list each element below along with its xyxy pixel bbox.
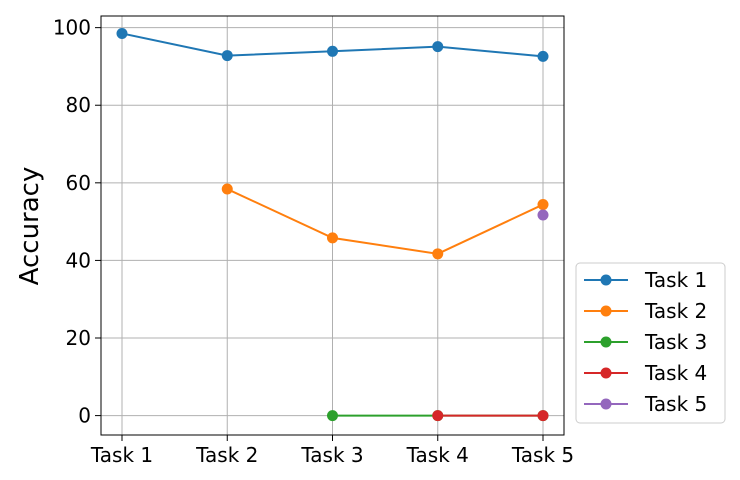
x-tick-label: Task 4 xyxy=(406,443,469,467)
legend-marker xyxy=(600,398,612,410)
data-point-task-2 xyxy=(537,199,549,211)
y-tick-label: 60 xyxy=(66,171,91,195)
data-point-task-2 xyxy=(432,248,444,260)
data-point-task-1 xyxy=(432,41,444,53)
legend-entry: Task 2 xyxy=(584,299,707,323)
data-point-task-3 xyxy=(327,410,338,422)
y-tick-label: 40 xyxy=(66,248,91,272)
legend: Task 1 Task 2 Task 3 Task 4 Task 5 xyxy=(575,262,726,424)
legend-label: Task 5 xyxy=(644,392,707,416)
legend-marker xyxy=(600,305,612,317)
x-axis-ticks: Task 1 Task 2 Task 3 Task 4 Task 5 xyxy=(90,435,574,467)
grid-lines xyxy=(101,16,564,435)
x-tick-label: Task 3 xyxy=(300,443,363,467)
legend-label: Task 4 xyxy=(644,361,707,385)
legend-entry: Task 3 xyxy=(584,330,707,354)
legend-label: Task 3 xyxy=(644,330,707,354)
data-point-task-4 xyxy=(537,410,549,422)
series-markers xyxy=(116,27,549,422)
y-tick-label: 100 xyxy=(53,16,91,40)
y-axis-ticks: 0 20 40 60 80 100 xyxy=(53,16,101,428)
legend-marker xyxy=(600,336,612,348)
legend-entry: Task 5 xyxy=(584,392,707,416)
data-point-task-4 xyxy=(432,410,444,422)
x-tick-label: Task 5 xyxy=(511,443,574,467)
series-line-task-2 xyxy=(226,188,544,255)
legend-label: Task 2 xyxy=(644,299,707,323)
y-tick-label: 20 xyxy=(66,326,91,350)
legend-entry: Task 1 xyxy=(584,268,707,292)
data-point-task-2 xyxy=(327,232,338,244)
legend-label: Task 1 xyxy=(644,268,707,292)
legend-entry: Task 4 xyxy=(584,361,707,385)
data-point-task-1 xyxy=(537,50,549,62)
x-tick-label: Task 2 xyxy=(195,443,258,467)
data-point-task-1 xyxy=(327,45,338,57)
legend-marker xyxy=(600,367,612,379)
y-tick-label: 0 xyxy=(78,404,91,428)
legend-marker xyxy=(600,274,612,286)
y-tick-label: 80 xyxy=(66,93,91,117)
data-point-task-5 xyxy=(537,209,549,221)
data-point-task-1 xyxy=(116,27,128,39)
data-point-task-2 xyxy=(221,183,233,195)
legend-box xyxy=(575,262,726,424)
y-axis-label: Accuracy xyxy=(15,167,45,286)
data-point-task-1 xyxy=(221,50,233,62)
x-tick-label: Task 1 xyxy=(90,443,153,467)
